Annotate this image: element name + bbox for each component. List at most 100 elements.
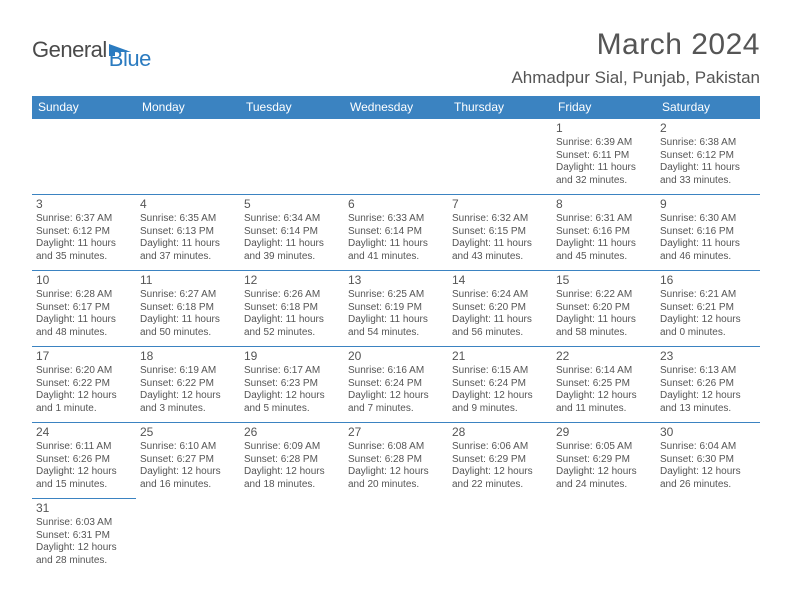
cell-detail: Sunrise: 6:34 AM (244, 213, 340, 226)
cell-detail: Sunset: 6:12 PM (36, 226, 132, 239)
cell-detail: and 24 minutes. (556, 479, 652, 492)
cell-detail: Sunset: 6:29 PM (556, 454, 652, 467)
day-number: 5 (244, 197, 340, 212)
calendar-cell: 22Sunrise: 6:14 AMSunset: 6:25 PMDayligh… (552, 347, 656, 423)
cell-detail: Sunrise: 6:27 AM (140, 289, 236, 302)
cell-detail: and 13 minutes. (660, 403, 756, 416)
day-number: 22 (556, 349, 652, 364)
calendar-cell: 7Sunrise: 6:32 AMSunset: 6:15 PMDaylight… (448, 195, 552, 271)
cell-detail: Daylight: 11 hours (140, 238, 236, 251)
cell-detail: Daylight: 12 hours (244, 390, 340, 403)
location-text: Ahmadpur Sial, Punjab, Pakistan (511, 68, 760, 88)
cell-detail: Sunrise: 6:09 AM (244, 441, 340, 454)
calendar-row: 17Sunrise: 6:20 AMSunset: 6:22 PMDayligh… (32, 347, 760, 423)
cell-detail: Sunset: 6:24 PM (452, 378, 548, 391)
calendar-cell: 28Sunrise: 6:06 AMSunset: 6:29 PMDayligh… (448, 423, 552, 499)
day-number: 24 (36, 425, 132, 440)
cell-detail: Daylight: 12 hours (556, 390, 652, 403)
cell-detail: Sunset: 6:31 PM (36, 530, 132, 543)
cell-detail: Sunrise: 6:05 AM (556, 441, 652, 454)
cell-detail: Daylight: 12 hours (348, 390, 444, 403)
calendar-cell: 29Sunrise: 6:05 AMSunset: 6:29 PMDayligh… (552, 423, 656, 499)
cell-detail: Sunrise: 6:15 AM (452, 365, 548, 378)
cell-detail: Sunrise: 6:33 AM (348, 213, 444, 226)
day-number: 16 (660, 273, 756, 288)
day-number: 23 (660, 349, 756, 364)
day-number: 21 (452, 349, 548, 364)
cell-detail: and 26 minutes. (660, 479, 756, 492)
cell-detail: Sunset: 6:29 PM (452, 454, 548, 467)
cell-detail: and 48 minutes. (36, 327, 132, 340)
day-number: 3 (36, 197, 132, 212)
day-number: 29 (556, 425, 652, 440)
cell-detail: Sunset: 6:25 PM (556, 378, 652, 391)
calendar-cell: 15Sunrise: 6:22 AMSunset: 6:20 PMDayligh… (552, 271, 656, 347)
calendar-cell: 14Sunrise: 6:24 AMSunset: 6:20 PMDayligh… (448, 271, 552, 347)
cell-detail: Sunset: 6:14 PM (244, 226, 340, 239)
day-number: 25 (140, 425, 236, 440)
cell-detail: and 32 minutes. (556, 175, 652, 188)
cell-detail: Daylight: 12 hours (452, 466, 548, 479)
day-number: 15 (556, 273, 652, 288)
cell-detail: Sunset: 6:18 PM (244, 302, 340, 315)
day-number: 6 (348, 197, 444, 212)
cell-detail: Daylight: 11 hours (348, 314, 444, 327)
cell-detail: and 5 minutes. (244, 403, 340, 416)
calendar-row: 24Sunrise: 6:11 AMSunset: 6:26 PMDayligh… (32, 423, 760, 499)
cell-detail: Daylight: 12 hours (348, 466, 444, 479)
cell-detail: Sunrise: 6:16 AM (348, 365, 444, 378)
cell-detail: Sunrise: 6:39 AM (556, 137, 652, 150)
calendar-cell: 27Sunrise: 6:08 AMSunset: 6:28 PMDayligh… (344, 423, 448, 499)
calendar-cell: 4Sunrise: 6:35 AMSunset: 6:13 PMDaylight… (136, 195, 240, 271)
cell-detail: Sunset: 6:16 PM (556, 226, 652, 239)
cell-detail: Daylight: 11 hours (452, 314, 548, 327)
cell-detail: and 43 minutes. (452, 251, 548, 264)
cell-detail: Sunrise: 6:08 AM (348, 441, 444, 454)
cell-detail: Daylight: 12 hours (660, 466, 756, 479)
calendar-cell (656, 499, 760, 575)
cell-detail: Daylight: 11 hours (556, 162, 652, 175)
day-number: 11 (140, 273, 236, 288)
cell-detail: and 16 minutes. (140, 479, 236, 492)
calendar-cell (344, 119, 448, 195)
cell-detail: Sunset: 6:13 PM (140, 226, 236, 239)
day-number: 13 (348, 273, 444, 288)
day-header: Saturday (656, 96, 760, 119)
cell-detail: Daylight: 12 hours (244, 466, 340, 479)
cell-detail: and 52 minutes. (244, 327, 340, 340)
cell-detail: and 11 minutes. (556, 403, 652, 416)
cell-detail: Daylight: 11 hours (556, 238, 652, 251)
cell-detail: Sunset: 6:17 PM (36, 302, 132, 315)
cell-detail: and 35 minutes. (36, 251, 132, 264)
cell-detail: Sunrise: 6:17 AM (244, 365, 340, 378)
cell-detail: and 3 minutes. (140, 403, 236, 416)
cell-detail: Sunrise: 6:10 AM (140, 441, 236, 454)
calendar-cell (344, 499, 448, 575)
calendar-cell: 23Sunrise: 6:13 AMSunset: 6:26 PMDayligh… (656, 347, 760, 423)
calendar-cell: 30Sunrise: 6:04 AMSunset: 6:30 PMDayligh… (656, 423, 760, 499)
day-number: 7 (452, 197, 548, 212)
day-number: 18 (140, 349, 236, 364)
calendar-row: 3Sunrise: 6:37 AMSunset: 6:12 PMDaylight… (32, 195, 760, 271)
cell-detail: Daylight: 11 hours (36, 238, 132, 251)
cell-detail: Sunrise: 6:21 AM (660, 289, 756, 302)
day-number: 14 (452, 273, 548, 288)
cell-detail: and 33 minutes. (660, 175, 756, 188)
calendar-cell: 6Sunrise: 6:33 AMSunset: 6:14 PMDaylight… (344, 195, 448, 271)
cell-detail: Sunset: 6:23 PM (244, 378, 340, 391)
cell-detail: Sunset: 6:20 PM (452, 302, 548, 315)
cell-detail: and 41 minutes. (348, 251, 444, 264)
cell-detail: Daylight: 11 hours (244, 238, 340, 251)
cell-detail: Sunrise: 6:06 AM (452, 441, 548, 454)
calendar-cell (32, 119, 136, 195)
cell-detail: and 15 minutes. (36, 479, 132, 492)
calendar-cell: 9Sunrise: 6:30 AMSunset: 6:16 PMDaylight… (656, 195, 760, 271)
calendar-cell (136, 119, 240, 195)
day-number: 9 (660, 197, 756, 212)
cell-detail: Sunset: 6:30 PM (660, 454, 756, 467)
cell-detail: Sunset: 6:22 PM (140, 378, 236, 391)
cell-detail: Sunset: 6:28 PM (348, 454, 444, 467)
calendar-cell: 25Sunrise: 6:10 AMSunset: 6:27 PMDayligh… (136, 423, 240, 499)
cell-detail: Sunset: 6:27 PM (140, 454, 236, 467)
cell-detail: Sunrise: 6:35 AM (140, 213, 236, 226)
